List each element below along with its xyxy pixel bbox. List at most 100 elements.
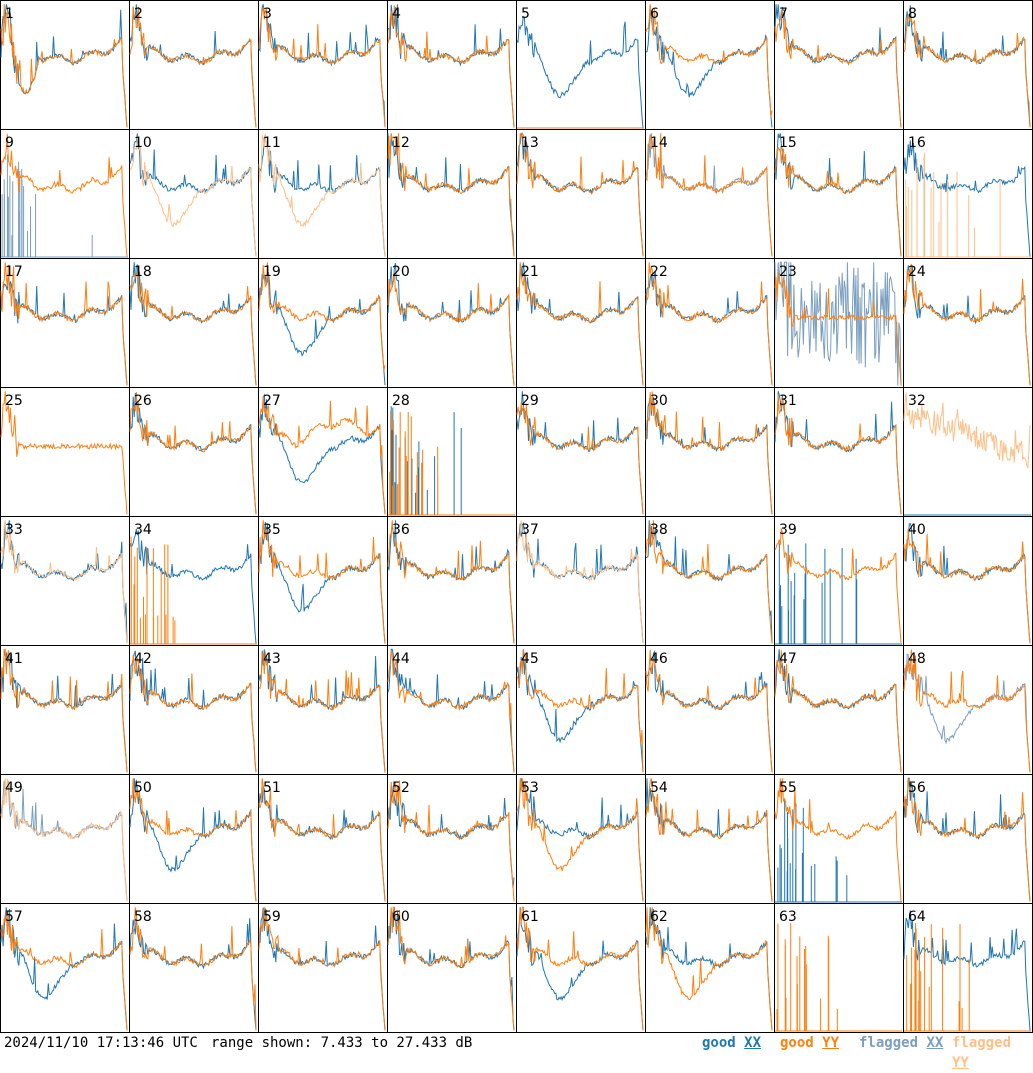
panel-label: 37 (521, 522, 539, 538)
panel-43: 43 (258, 645, 388, 775)
series-xx-line (0, 907, 128, 1031)
panel-label: 45 (521, 651, 539, 667)
legend-pol: XX (744, 1035, 762, 1051)
series-yy-line (774, 528, 902, 643)
panel-label: 62 (650, 909, 668, 925)
panel-10: 10 (129, 129, 259, 259)
series-yy-line (129, 7, 257, 128)
panel-label: 39 (779, 522, 797, 538)
panel-label: 4 (392, 6, 401, 22)
panel-label: 15 (779, 135, 797, 151)
series-yy-line (0, 133, 128, 257)
series-yy-line (387, 270, 515, 386)
series-yy-line (388, 411, 515, 516)
series-yy-line (645, 262, 773, 386)
panel-19: 19 (258, 258, 388, 388)
panel-24: 24 (903, 258, 1033, 388)
panel-37: 37 (516, 516, 646, 646)
panel-40: 40 (903, 516, 1033, 646)
panel-frame (258, 0, 388, 130)
series-yy-line (130, 536, 257, 645)
series-yy-line (516, 520, 644, 644)
series-xx-line (903, 140, 1031, 257)
series-yy-line (258, 396, 386, 515)
legend-flagged-xx: flagged XX (859, 1033, 943, 1053)
panel-9: 9 (0, 129, 130, 259)
panel-50: 50 (129, 774, 259, 904)
panel-frame (903, 0, 1033, 130)
series-xx-line (258, 786, 386, 902)
series-yy-line (774, 394, 902, 515)
panel-2: 2 (129, 0, 259, 130)
panel-label: 55 (779, 780, 797, 796)
panel-label: 42 (134, 651, 152, 667)
series-yy-line (516, 778, 644, 902)
series-yy-line (645, 649, 773, 773)
panel-label: 38 (650, 522, 668, 538)
series-yy-line (258, 778, 386, 902)
legend-pol: XX (926, 1035, 944, 1051)
series-yy-line (516, 262, 644, 386)
series-yy-line (903, 263, 1031, 386)
series-yy-line (774, 778, 902, 902)
panel-label: 28 (392, 393, 410, 409)
panel-label: 43 (263, 651, 281, 667)
series-xx-line (646, 520, 773, 644)
series-xx-line (903, 522, 1031, 644)
panel-23: 23 (774, 258, 904, 388)
panel-label: 58 (134, 909, 152, 925)
panel-label: 52 (392, 780, 410, 796)
panel-47: 47 (774, 645, 904, 775)
panel-label: 29 (521, 393, 539, 409)
panel-53: 53 (516, 774, 646, 904)
series-yy-line (129, 778, 257, 902)
panel-1: 1 (0, 0, 130, 130)
panel-7: 7 (774, 0, 904, 130)
panel-41: 41 (0, 645, 130, 775)
panel-label: 22 (650, 264, 668, 280)
panel-label: 63 (779, 909, 797, 925)
panel-label: 36 (392, 522, 410, 538)
panel-27: 27 (258, 387, 388, 517)
panel-11: 11 (258, 129, 388, 259)
legend-word: good (780, 1035, 814, 1051)
panel-25: 25 (0, 387, 130, 517)
panel-label: 16 (908, 135, 926, 151)
series-yy-line (258, 7, 386, 128)
series-xx-line (903, 910, 1031, 1031)
panel-56: 56 (903, 774, 1033, 904)
series-yy-line (129, 135, 257, 257)
panel-label: 24 (908, 264, 926, 280)
series-xx-line (387, 4, 515, 128)
panel-18: 18 (129, 258, 259, 388)
panel-label: 8 (908, 6, 917, 22)
panel-4: 4 (387, 0, 517, 130)
panel-46: 46 (645, 645, 775, 775)
panel-label: 19 (263, 264, 281, 280)
series-yy-line (258, 262, 386, 371)
panel-label: 3 (263, 6, 272, 22)
series-xx-line (903, 265, 1031, 386)
panel-42: 42 (129, 645, 259, 775)
panel-label: 17 (5, 264, 23, 280)
series-yy-line (903, 13, 1031, 128)
series-yy-line (903, 778, 1031, 902)
panel-33: 33 (0, 516, 130, 646)
panel-frame (774, 0, 904, 130)
series-xx-line (646, 5, 773, 128)
panel-31: 31 (774, 387, 904, 517)
series-yy-line (903, 529, 1031, 644)
legend-word: flagged (859, 1035, 919, 1051)
series-xx-line (903, 5, 1031, 128)
footer: 2024/11/10 17:13:46 UTC range shown: 7.4… (0, 1033, 1033, 1071)
panel-48: 48 (903, 645, 1033, 775)
series-yy-line (904, 923, 1031, 1032)
series-yy-line (0, 778, 128, 902)
series-yy-line (0, 4, 128, 128)
panel-5: 5 (516, 0, 646, 130)
panel-label: 50 (134, 780, 152, 796)
series-xx-line (388, 406, 515, 516)
series-xx-line (387, 263, 515, 386)
panel-label: 35 (263, 522, 281, 538)
series-yy-line (129, 270, 257, 386)
